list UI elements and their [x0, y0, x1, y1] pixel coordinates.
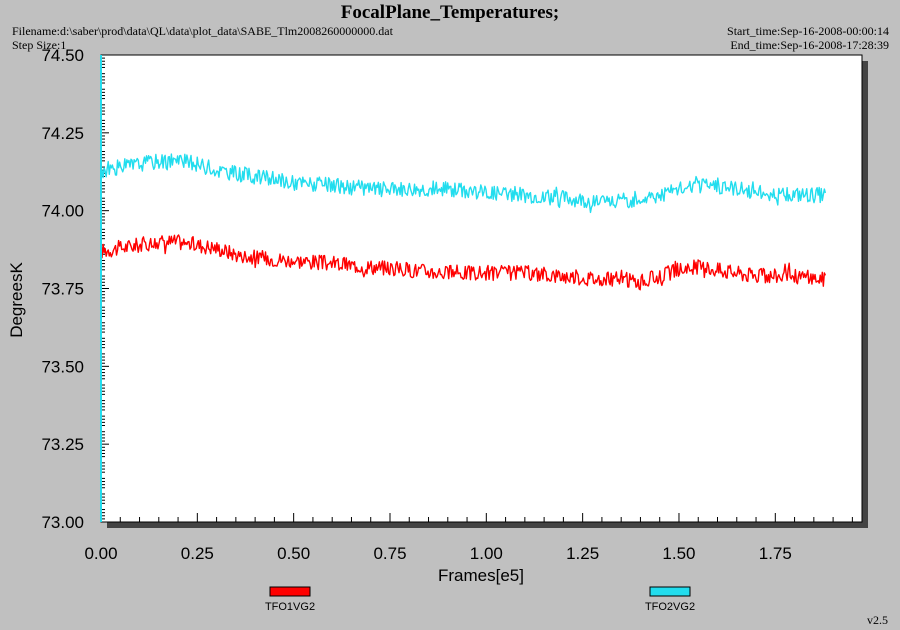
x-tick-label: 1.25	[566, 544, 599, 563]
y-axis-title: DegreesK	[7, 262, 26, 338]
y-tick-label: 73.25	[41, 435, 84, 454]
series-line-2	[100, 153, 827, 214]
y-tick-label: 73.50	[41, 357, 84, 376]
legend-label: TFO2VG2	[645, 601, 695, 613]
y-tick-label: 74.25	[41, 124, 84, 143]
y-tick-label: 74.50	[41, 46, 84, 65]
filename-label: Filename:d:\saber\prod\data\QL\data\plot…	[12, 24, 393, 38]
legend: TFO1VG2 TFO2VG2	[265, 586, 695, 613]
start-time-label: Start_time:Sep-16-2008-00:00:14	[727, 24, 889, 38]
legend-swatch	[269, 586, 311, 597]
x-tick-label: 1.50	[662, 544, 695, 563]
series-layer	[100, 153, 827, 291]
end-time-label: End_time:Sep-16-2008-17:28:39	[730, 38, 889, 52]
tick-labels: 73.00 73.25 73.50 73.75 74.00 74.25 74.50 0.00 0…	[41, 46, 791, 563]
y-tick-label: 73.75	[41, 280, 84, 299]
plot-area	[100, 54, 863, 523]
chart-title: FocalPlane_Temperatures;	[340, 2, 560, 23]
step-size-label: Step Size:1	[12, 38, 67, 52]
x-axis-title: Frames[e5]	[438, 566, 524, 585]
x-tick-label: 1.00	[470, 544, 503, 563]
series-line-1	[100, 234, 827, 291]
version-label: v2.5	[867, 613, 888, 627]
x-tick-label: 1.75	[759, 544, 792, 563]
x-tick-label: 0.25	[181, 544, 214, 563]
x-tick-label: 0.50	[277, 544, 310, 563]
y-tick-label: 73.00	[41, 513, 84, 532]
legend-label: TFO1VG2	[265, 601, 315, 613]
y-tick-label: 74.00	[41, 202, 84, 221]
x-tick-label: 0.00	[84, 544, 117, 563]
legend-swatch	[649, 586, 691, 597]
x-tick-label: 0.75	[373, 544, 406, 563]
